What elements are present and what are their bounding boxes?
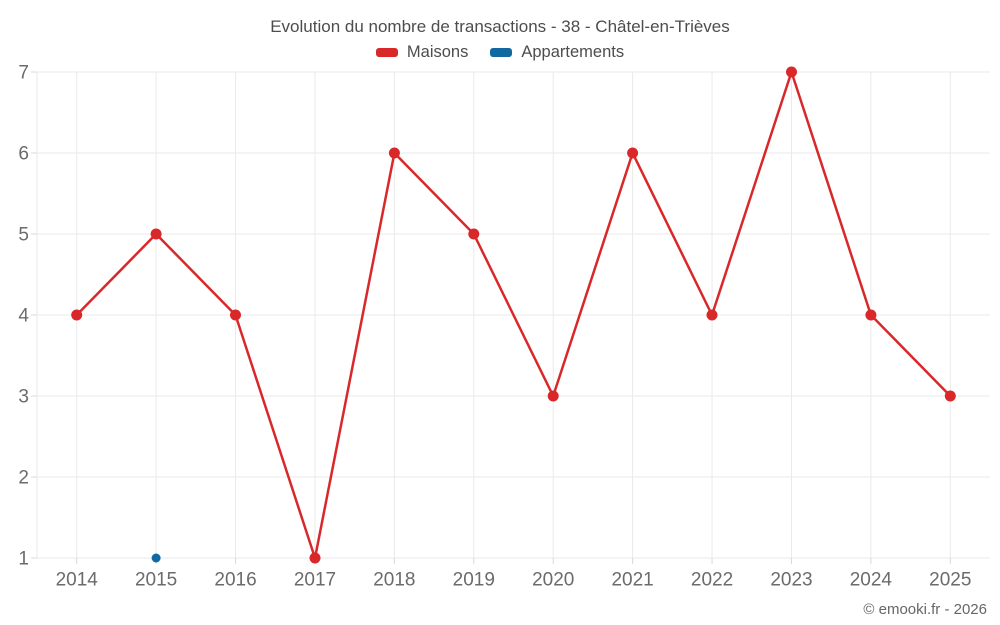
x-axis-label: 2015 [135,570,177,591]
y-axis-label: 2 [18,468,29,489]
data-point-maisons-2021[interactable] [627,147,639,159]
chart-title: Evolution du nombre de transactions - 38… [270,17,730,36]
legend-item-appartements[interactable]: Appartements [490,43,624,62]
data-point-maisons-2025[interactable] [944,390,956,402]
legend-label-maisons: Maisons [406,42,469,61]
data-point-appartements-2015[interactable] [151,553,161,563]
y-axis-label: 3 [18,387,29,408]
x-axis-label: 2022 [691,570,733,591]
data-point-maisons-2014[interactable] [71,309,83,321]
data-point-maisons-2015[interactable] [150,228,162,240]
x-axis-label: 2020 [532,570,574,591]
x-axis-label: 2016 [214,570,256,591]
x-axis-label: 2023 [770,570,812,591]
series-line-maisons [75,70,952,560]
y-axis-label: 4 [18,306,29,327]
x-axis-label: 2024 [850,570,893,591]
data-point-maisons-2024[interactable] [865,309,877,321]
legend: Maisons Appartements [0,42,1000,62]
x-axis-label: 2018 [373,570,415,591]
data-point-maisons-2020[interactable] [547,390,559,402]
y-axis-label: 6 [18,144,29,165]
copyright: © emooki.fr - 2026 [863,601,987,618]
legend-label-appartements: Appartements [521,42,625,61]
data-point-maisons-2022[interactable] [706,309,718,321]
y-axis-label: 7 [18,63,29,84]
x-axis-label: 2019 [453,570,495,591]
x-axis-label: 2025 [929,570,971,591]
x-axis-label: 2021 [611,570,653,591]
y-axis-label: 5 [18,225,29,246]
data-point-maisons-2017[interactable] [309,552,321,564]
data-point-maisons-2019[interactable] [468,228,480,240]
data-point-maisons-2016[interactable] [230,309,241,321]
y-axis-label: 1 [18,549,29,570]
legend-item-maisons[interactable]: Maisons [375,42,469,62]
appartements-swatch-icon [490,47,513,57]
x-axis-label: 2014 [56,570,99,591]
data-point-maisons-2023[interactable] [786,66,797,78]
x-axis-label: 2017 [294,570,336,591]
maisons-swatch-icon [375,47,398,57]
data-point-maisons-2018[interactable] [388,147,400,159]
